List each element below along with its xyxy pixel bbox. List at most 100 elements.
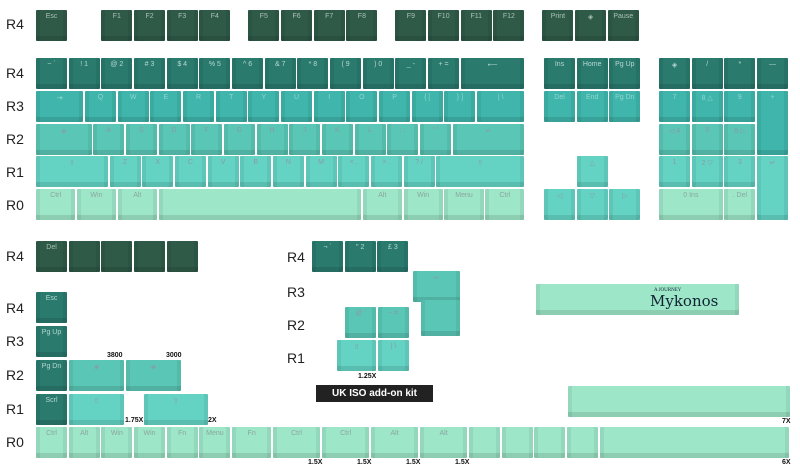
keycap-numpad-r3[interactable]: +: [757, 91, 789, 155]
keycap-extra-r0[interactable]: Alt: [68, 427, 100, 459]
keycap-space-row[interactable]: Win: [76, 189, 117, 221]
keycap-fn-row[interactable]: F4: [199, 10, 231, 42]
keycap-extra-r4[interactable]: Del: [36, 241, 68, 273]
keycap-extra-r0[interactable]: Ctrl: [36, 427, 68, 459]
keycap-top-row[interactable]: E: [150, 91, 182, 123]
keycap-nav-arrows[interactable]: △: [576, 156, 608, 188]
keycap-fn-row[interactable]: F9: [395, 10, 427, 42]
keycap-num-row[interactable]: + =: [428, 58, 460, 90]
keycap-numpad-r2[interactable]: 6 ▷: [724, 124, 756, 156]
keycap-bottom-row[interactable]: B: [240, 156, 272, 188]
keycap-extra-r4[interactable]: [68, 241, 100, 273]
keycap-numpad-r0[interactable]: . Del: [724, 189, 756, 221]
keycap-top-row[interactable]: T: [215, 91, 247, 123]
keycap-extra-col[interactable]: Esc: [36, 292, 68, 324]
keycap-fn-row[interactable]: Esc: [36, 10, 68, 42]
keycap-num-row[interactable]: @ 2: [101, 58, 133, 90]
keycap-nav-r4[interactable]: Home: [576, 58, 608, 90]
keycap-extra-r2[interactable]: ◈: [125, 360, 182, 392]
keycap-num-row[interactable]: ( 9: [330, 58, 362, 90]
keycap-numpad-r4[interactable]: /: [691, 58, 723, 90]
keycap-nav-arrows[interactable]: ◁: [544, 189, 576, 221]
keycap-extra-r0[interactable]: [566, 427, 598, 459]
keycap-num-row[interactable]: _ -: [395, 58, 427, 90]
keycap-extra-col[interactable]: Scrl: [36, 394, 68, 426]
keycap-extra-r4[interactable]: [166, 241, 198, 273]
keycap-space-row[interactable]: Alt: [362, 189, 402, 221]
keycap-space-row[interactable]: Win: [403, 189, 443, 221]
keycap-home-row[interactable]: F: [191, 124, 223, 156]
keycap-bottom-row[interactable]: < ,: [338, 156, 370, 188]
keycap-bottom-row[interactable]: Z: [109, 156, 141, 188]
keycap-fn-row[interactable]: F5: [248, 10, 280, 42]
keycap-iso-enter-lower[interactable]: [421, 300, 460, 336]
keycap-bottom-row[interactable]: ⇧: [436, 156, 525, 188]
keycap-iso-r4[interactable]: " 2: [344, 241, 376, 273]
keycap-top-row[interactable]: } ]: [444, 91, 476, 123]
keycap-numpad-r3[interactable]: 7: [659, 91, 691, 123]
keycap-home-row[interactable]: ◈: [36, 124, 92, 156]
keycap-extra-r2[interactable]: ◈: [68, 360, 125, 392]
keycap-num-row[interactable]: ^ 6: [232, 58, 264, 90]
keycap-extra-col[interactable]: Pg Dn: [36, 360, 68, 392]
keycap-bottom-row[interactable]: ⇧: [36, 156, 108, 188]
keycap-numpad-r3[interactable]: 9: [724, 91, 756, 123]
keycap-iso-r2[interactable]: ~ #: [377, 307, 409, 339]
keycap-space-row[interactable]: Alt: [117, 189, 157, 221]
keycap-home-row[interactable]: G: [223, 124, 255, 156]
keycap-home-row[interactable]: S: [125, 124, 157, 156]
keycap-fn-row[interactable]: F6: [281, 10, 313, 42]
keycap-home-row[interactable]: K: [321, 124, 353, 156]
keycap-num-row[interactable]: # 3: [134, 58, 166, 90]
keycap-iso-r4[interactable]: ¬ `: [312, 241, 344, 273]
keycap-top-row[interactable]: Q: [85, 91, 117, 123]
keycap-numpad-r1[interactable]: ↵: [757, 156, 789, 220]
keycap-num-row[interactable]: ~ `: [36, 58, 68, 90]
keycap-bottom-row[interactable]: > .: [370, 156, 402, 188]
keycap-home-row[interactable]: J: [289, 124, 321, 156]
keycap-home-row[interactable]: " ': [419, 124, 451, 156]
keycap-home-row[interactable]: L: [354, 124, 386, 156]
keycap-spacebar-7x[interactable]: [568, 386, 791, 418]
keycap-fn-row[interactable]: F1: [101, 10, 133, 42]
keycap-numpad-r2[interactable]: ◁ 4: [659, 124, 691, 156]
keycap-nav-arrows[interactable]: ▽: [576, 189, 608, 221]
keycap-extra-r0[interactable]: Win: [101, 427, 133, 459]
keycap-iso-r1[interactable]: ⇧: [337, 340, 377, 372]
keycap-home-row[interactable]: H: [256, 124, 288, 156]
keycap-extra-r0[interactable]: Fn: [166, 427, 198, 459]
keycap-extra-r1[interactable]: ⇧: [143, 394, 208, 426]
keycap-home-row[interactable]: D: [158, 124, 190, 156]
keycap-numpad-r0[interactable]: 0 Ins: [659, 189, 723, 221]
keycap-extra-r0[interactable]: Ctrl: [272, 427, 321, 459]
keycap-top-row[interactable]: ⇥: [36, 91, 84, 123]
keycap-bottom-row[interactable]: N: [272, 156, 304, 188]
keycap-fn-row[interactable]: Pause: [607, 10, 639, 42]
keycap-bottom-row[interactable]: X: [142, 156, 174, 188]
keycap-num-row[interactable]: ⟵: [460, 58, 525, 90]
keycap-num-row[interactable]: * 8: [297, 58, 329, 90]
keycap-nav-r3[interactable]: End: [576, 91, 608, 123]
keycap-bottom-row[interactable]: V: [207, 156, 239, 188]
keycap-fn-row[interactable]: ◈: [575, 10, 607, 42]
keycap-bottom-row[interactable]: C: [174, 156, 206, 188]
keycap-nav-arrows[interactable]: ▷: [609, 189, 641, 221]
keycap-numpad-r2[interactable]: 5: [691, 124, 723, 156]
keycap-numpad-r4[interactable]: —: [757, 58, 789, 90]
keycap-nav-r3[interactable]: Del: [544, 91, 576, 123]
keycap-fn-row[interactable]: Print: [542, 10, 574, 42]
keycap-top-row[interactable]: O: [346, 91, 378, 123]
keycap-fn-row[interactable]: F8: [346, 10, 378, 42]
keycap-extra-r0[interactable]: [599, 427, 790, 459]
keycap-extra-r0[interactable]: Win: [134, 427, 166, 459]
keycap-num-row[interactable]: % 5: [199, 58, 231, 90]
keycap-num-row[interactable]: ) 0: [362, 58, 394, 90]
keycap-iso-r2[interactable]: @ ': [345, 307, 377, 339]
keycap-space-row[interactable]: [158, 189, 362, 221]
keycap-extra-r4[interactable]: [101, 241, 133, 273]
keycap-numpad-r4[interactable]: *: [724, 58, 756, 90]
keycap-home-row[interactable]: ↵: [452, 124, 525, 156]
keycap-nav-r4[interactable]: Ins: [544, 58, 576, 90]
keycap-fn-row[interactable]: F12: [493, 10, 525, 42]
keycap-nav-r4[interactable]: Pg Up: [609, 58, 641, 90]
